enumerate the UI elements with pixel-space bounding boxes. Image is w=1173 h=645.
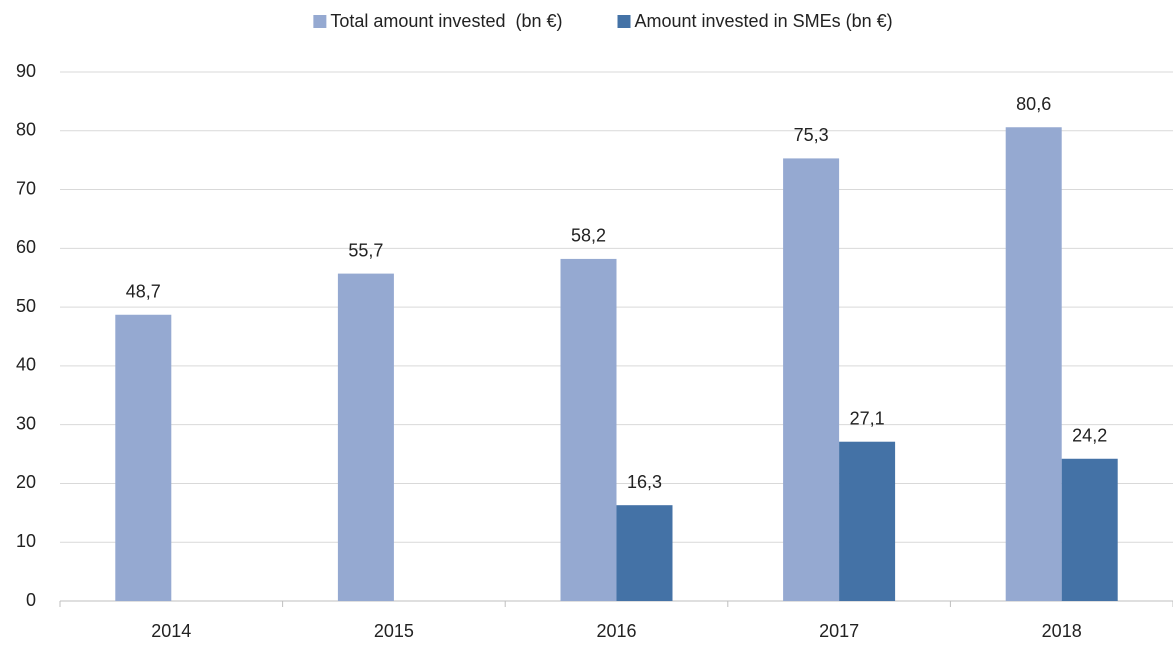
x-tick-label: 2017: [819, 621, 859, 641]
bar: [839, 441, 896, 601]
x-tick-label: 2014: [151, 621, 191, 641]
legend-label: Total amount invested (bn €): [330, 11, 562, 31]
data-label: 27,1: [850, 408, 885, 428]
data-label: 24,2: [1072, 426, 1107, 446]
y-tick-label: 90: [16, 61, 36, 81]
data-label: 58,2: [571, 226, 606, 246]
bar: [560, 258, 617, 601]
data-label: 75,3: [794, 125, 829, 145]
y-tick-label: 70: [16, 178, 36, 198]
bar: [783, 158, 840, 602]
x-tick-label: 2016: [596, 621, 636, 641]
y-tick-label: 30: [16, 413, 36, 433]
y-tick-label: 40: [16, 355, 36, 375]
data-label: 80,6: [1016, 94, 1051, 114]
y-tick-label: 50: [16, 296, 36, 316]
x-tick-label: 2018: [1042, 621, 1082, 641]
data-label: 16,3: [627, 472, 662, 492]
y-tick-label: 0: [26, 590, 36, 610]
legend-label: Amount invested in SMEs (bn €): [635, 11, 893, 31]
legend-swatch: [617, 15, 631, 28]
bar: [616, 505, 673, 601]
bar: [337, 273, 394, 601]
y-tick-label: 10: [16, 531, 36, 551]
legend-swatch: [313, 15, 327, 28]
x-tick-label: 2015: [374, 621, 414, 641]
y-tick-label: 60: [16, 237, 36, 257]
y-tick-label: 20: [16, 472, 36, 492]
bar: [1005, 127, 1062, 602]
bar: [115, 314, 172, 601]
y-tick-label: 80: [16, 120, 36, 140]
data-label: 55,7: [348, 240, 383, 260]
data-label: 48,7: [126, 282, 161, 302]
bar: [1061, 458, 1118, 601]
